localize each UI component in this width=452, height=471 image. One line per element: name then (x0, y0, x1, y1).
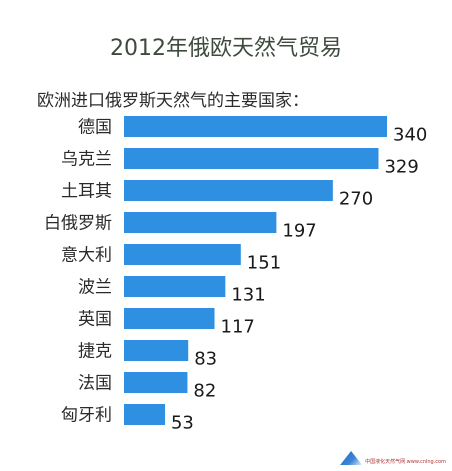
value-label: 117 (221, 317, 255, 338)
watermark: 中国液化天然气网 www.cnlng.com (340, 451, 446, 465)
value-label: 329 (384, 157, 418, 178)
category-label: 捷克 (78, 342, 112, 362)
value-label: 151 (247, 253, 281, 274)
chart-subtitle: 欧洲进口俄罗斯天然气的主要国家： (37, 91, 309, 111)
bar (124, 212, 277, 233)
category-label: 乌克兰 (61, 150, 112, 170)
chart-title: 2012年俄欧天然气贸易 (110, 36, 342, 61)
bar (124, 308, 215, 329)
category-label: 土耳其 (61, 182, 112, 202)
bar (124, 276, 226, 297)
bar (124, 340, 189, 361)
category-label: 德国 (78, 118, 112, 138)
value-label: 82 (193, 381, 216, 402)
bar (124, 244, 241, 265)
value-label: 83 (194, 349, 217, 370)
watermark-text: 中国液化天然气网 www.cnlng.com (365, 459, 446, 465)
category-label: 法国 (78, 374, 112, 394)
bar (124, 116, 387, 137)
category-label: 英国 (78, 310, 112, 330)
category-label: 白俄罗斯 (44, 214, 112, 234)
category-label: 波兰 (78, 278, 112, 298)
value-label: 340 (393, 125, 427, 146)
value-label: 197 (282, 221, 316, 242)
bar (124, 404, 165, 425)
bar (124, 148, 379, 169)
value-label: 270 (339, 189, 373, 210)
bar (124, 180, 333, 201)
category-label: 匈牙利 (61, 406, 112, 426)
value-label: 131 (231, 285, 265, 306)
bar (124, 372, 188, 393)
watermark-logo-icon (340, 451, 363, 465)
value-label: 53 (171, 413, 194, 434)
category-label: 意大利 (61, 246, 112, 266)
